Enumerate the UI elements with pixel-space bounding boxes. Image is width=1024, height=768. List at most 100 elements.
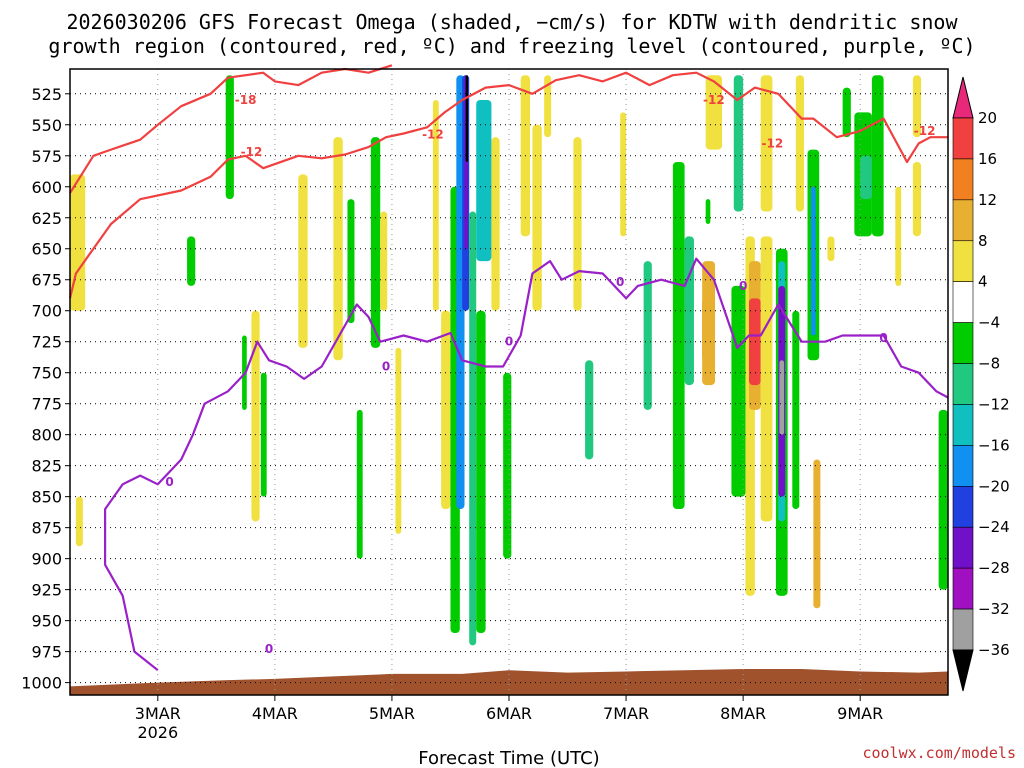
contour-line-2: [104, 257, 949, 672]
contour-line-1: [68, 71, 948, 299]
y-tick-label-875: 875: [31, 519, 62, 538]
omega-region-62: [912, 161, 922, 237]
omega-region-11: [370, 137, 381, 348]
y-tick-label-600: 600: [31, 178, 62, 197]
terrain-fill: [70, 668, 948, 695]
omega-region-44: [760, 75, 773, 212]
contour-label-3: -12: [703, 93, 725, 107]
contour-label-2: -12: [422, 128, 444, 142]
colorbar-label-12: −32: [978, 600, 1010, 618]
colorbar-swatch-7: [952, 404, 974, 446]
colorbar-label-6: −8: [978, 355, 1000, 373]
contour-line-0: [69, 64, 393, 194]
x-tick-label-3MAR: 3MAR: [135, 704, 181, 723]
omega-region-43: [748, 298, 761, 386]
x-tick-label-6MAR: 6MAR: [486, 704, 532, 723]
chart-subtitle: growth region (contoured, red, ºC) and f…: [48, 34, 975, 58]
colorbar-swatch-0: [952, 117, 974, 160]
chart-title: 2026030206 GFS Forecast Omega (shaded, −…: [66, 10, 958, 34]
y-tick-label-625: 625: [31, 209, 62, 228]
omega-region-21: [469, 211, 477, 646]
colorbar-swatch-4: [952, 281, 974, 323]
y-tick-label-975: 975: [31, 643, 62, 662]
colorbar-label-4: 4: [978, 273, 988, 291]
omega-region-49: [779, 360, 785, 435]
x-tick-label-9MAR: 9MAR: [837, 704, 883, 723]
y-tick-label-900: 900: [31, 550, 62, 569]
omega-region-53: [811, 186, 816, 336]
contour-label-9: 0: [505, 335, 513, 349]
y-tick-label-800: 800: [31, 426, 62, 445]
colorbar-swatch-11: [952, 567, 974, 610]
omega-region-54: [813, 459, 821, 609]
contour-label-12: 0: [879, 331, 887, 345]
omega-region-40: [731, 285, 746, 497]
y-tick-label-675: 675: [31, 271, 62, 290]
y-tick-label-950: 950: [31, 612, 62, 631]
colorbar-swatch-3: [952, 240, 974, 282]
y-tick-label-550: 550: [31, 116, 62, 135]
omega-region-28: [544, 75, 552, 138]
contour-label-11: 0: [739, 279, 747, 293]
y-tick-label-650: 650: [31, 240, 62, 259]
omega-region-24: [491, 137, 500, 311]
x-tick-label-4MAR: 4MAR: [252, 704, 298, 723]
omega-region-58: [860, 155, 872, 200]
colorbar-swatch-8: [952, 445, 974, 487]
colorbar-label-1: 16: [978, 150, 997, 168]
omega-region-27: [532, 124, 542, 311]
y-axis-ticks: 525 550 575 600 625 650 675 700 725 750 775 800 825 8…: [21, 85, 70, 693]
omega-region-9: [347, 199, 355, 324]
y-tick-label-525: 525: [31, 85, 62, 104]
colorbar-label-7: −12: [978, 395, 1010, 413]
colorbar-label-9: −20: [978, 477, 1010, 495]
x-tick-label-7MAR: 7MAR: [603, 704, 649, 723]
y-tick-label-700: 700: [31, 302, 62, 321]
omega-region-13: [395, 347, 402, 534]
y-tick-label-825: 825: [31, 457, 62, 476]
contour-label-8: 0: [382, 360, 390, 374]
colorbar-bottom-arrow: [952, 649, 974, 692]
omega-region-60: [895, 186, 902, 286]
omega-region-33: [672, 161, 685, 510]
colorbar-swatch-2: [952, 199, 974, 242]
colorbar: 20 16 12 8 4 −4 −8 −12 −16 −20 −24 −28 −32 −36: [952, 76, 1010, 692]
colorbar-label-2: 12: [978, 191, 997, 209]
contour-lines: [68, 64, 949, 672]
contour-label-5: -12: [914, 124, 936, 138]
omega-region-50: [792, 310, 800, 510]
omega-region-14: [432, 99, 439, 311]
omega-region-23: [476, 99, 492, 262]
omega-region-39: [733, 75, 744, 212]
omega-region-30: [585, 360, 594, 460]
omega-region-8: [333, 137, 343, 361]
omega-region-20: [465, 75, 469, 162]
omega-region-31: [620, 112, 627, 237]
contour-label-10: 0: [616, 275, 624, 289]
omega-region-3: [225, 75, 234, 200]
credit-text: coolwx.com/models: [862, 744, 1016, 762]
omega-region-2: [187, 236, 196, 286]
omega-region-12: [380, 211, 388, 311]
contour-label-1: -12: [241, 145, 263, 159]
colorbar-label-0: 20: [978, 109, 997, 127]
contour-label-7: 0: [265, 642, 273, 656]
y-tick-label-850: 850: [31, 488, 62, 507]
colorbar-swatch-6: [952, 363, 974, 405]
x-tick-label-5MAR: 5MAR: [369, 704, 415, 723]
y-tick-label-575: 575: [31, 147, 62, 166]
omega-region-51: [795, 75, 805, 212]
y-tick-label-775: 775: [31, 395, 62, 414]
omega-region-10: [356, 409, 363, 559]
x-axis-label: Forecast Time (UTC): [418, 748, 599, 768]
colorbar-label-10: −24: [978, 518, 1010, 536]
omega-region-56: [842, 87, 851, 138]
y-tick-label-925: 925: [31, 581, 62, 600]
colorbar-swatch-1: [952, 158, 974, 201]
colorbar-label-13: −36: [978, 641, 1010, 659]
colorbar-swatch-12: [952, 608, 974, 651]
omega-region-15: [441, 310, 451, 510]
omega-region-22: [476, 310, 486, 634]
